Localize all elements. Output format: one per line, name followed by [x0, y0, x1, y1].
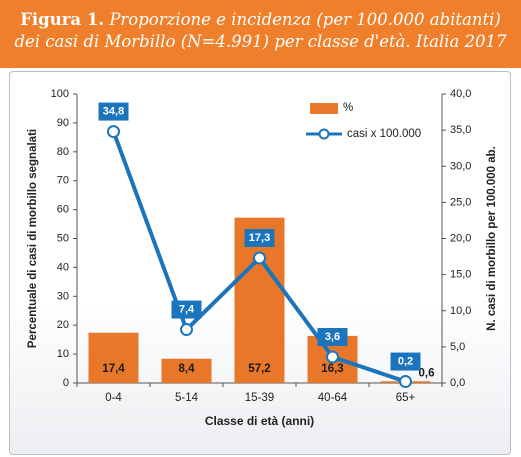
y-tick-label-left: 30: [57, 290, 69, 302]
line-value-box: [390, 352, 421, 371]
bar-value-label: 0,6: [419, 367, 435, 379]
y-tick-label-right: 40,0: [450, 88, 471, 100]
y-tick-label-right: 25,0: [450, 196, 471, 208]
y-tick-label-left: 50: [57, 233, 69, 245]
line-marker: [326, 350, 339, 364]
legend-swatch-bar: [310, 103, 338, 114]
bar: [161, 358, 212, 383]
line-value-label: 7,4: [179, 304, 195, 316]
bar-value-label: 17,4: [102, 363, 125, 375]
y-tick-label-right: 20,0: [450, 233, 471, 245]
line-marker: [399, 375, 412, 389]
line-value-box: [317, 327, 348, 346]
y-tick-label-left: 70: [57, 175, 69, 187]
bar-value-label: 16,3: [321, 363, 343, 375]
line-value-label: 17,3: [249, 232, 270, 244]
line-marker: [253, 251, 266, 265]
line-marker: [180, 323, 193, 337]
legend-label-line: casi x 100.000: [347, 128, 421, 140]
x-tick-label: 65+: [396, 392, 416, 404]
x-tick-label: 40-64: [318, 392, 348, 404]
legend-swatch-marker: [318, 128, 330, 140]
combo-chart: 0 10 20 30 40 50 60 70 80 90 100 0,0 5,0 10,0 15,0 20,0…: [27, 88, 498, 428]
bar: [88, 332, 139, 383]
y-tick-label-left: 90: [57, 117, 69, 129]
line-value-label: 0,2: [398, 356, 413, 368]
y-tick-label-right: 5,0: [450, 341, 465, 353]
y-axis-title-right: N. casi di morbillo per 100.000 ab.: [486, 146, 498, 331]
y-tick-label-right: 35,0: [450, 124, 471, 136]
y-axis-title-left: Percentuale di casi di morbillo segnalat…: [27, 129, 39, 348]
y-tick-label-left: 40: [57, 261, 69, 273]
chart-frame: 0 10 20 30 40 50 60 70 80 90 100 0,0 5,0 10,0 15,0 20,0…: [9, 71, 511, 455]
line-value-label: 3,6: [325, 331, 340, 343]
bar-value-label: 8,4: [179, 363, 196, 375]
y-tick-label-right: 0,0: [450, 377, 465, 389]
x-axis-title: Classe di età (anni): [205, 414, 314, 428]
line-value-box: [98, 102, 129, 121]
figure-title: Proporzione e incidenza (per 100.000 abi…: [14, 10, 507, 51]
line-marker: [107, 125, 120, 139]
y-tick-label-left: 60: [57, 204, 69, 216]
figure-header: Figura 1. Proporzione e incidenza (per 1…: [0, 0, 521, 68]
y-tick-label-right: 30,0: [450, 160, 471, 172]
y-tick-label-left: 0: [63, 377, 69, 389]
line-value-label: 34,8: [103, 106, 124, 118]
y-tick-label-left: 20: [57, 319, 69, 331]
y-tick-label-right: 15,0: [450, 269, 471, 281]
y-tick-label-left: 80: [57, 146, 69, 158]
x-tick-label: 0-4: [105, 392, 122, 404]
bar-value-label: 57,2: [248, 363, 270, 375]
legend-label-bar: %: [343, 102, 353, 114]
x-tick-label: 15-39: [245, 392, 274, 404]
y-tick-label-right: 10,0: [450, 305, 471, 317]
x-tick-label: 5-14: [175, 392, 199, 404]
figure-label: Figura 1.: [20, 10, 105, 29]
line-value-box: [171, 300, 202, 319]
y-tick-label-left: 100: [51, 88, 69, 100]
y-tick-label-left: 10: [57, 348, 69, 360]
line-value-box: [244, 229, 275, 248]
